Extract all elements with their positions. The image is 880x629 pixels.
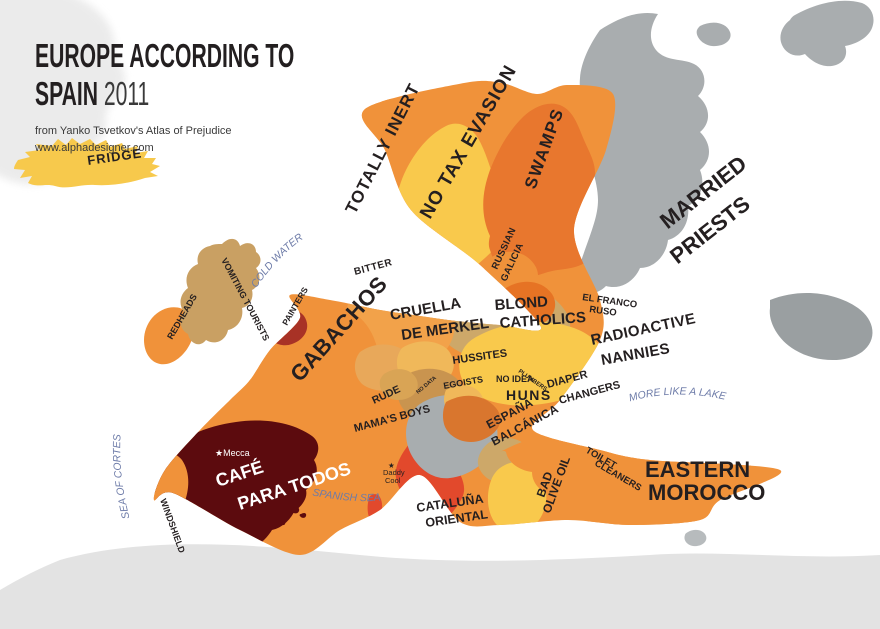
svg-text:★Mecca: ★Mecca (215, 448, 250, 458)
svg-text:EASTERN: EASTERN (645, 457, 750, 482)
svg-text:Cool: Cool (385, 476, 401, 485)
svg-text:SEA OF CORTES: SEA OF CORTES (111, 434, 132, 520)
svg-text:MOROCCO: MOROCCO (648, 480, 765, 505)
svg-text:MORE LIKE A LAKE: MORE LIKE A LAKE (628, 385, 729, 404)
